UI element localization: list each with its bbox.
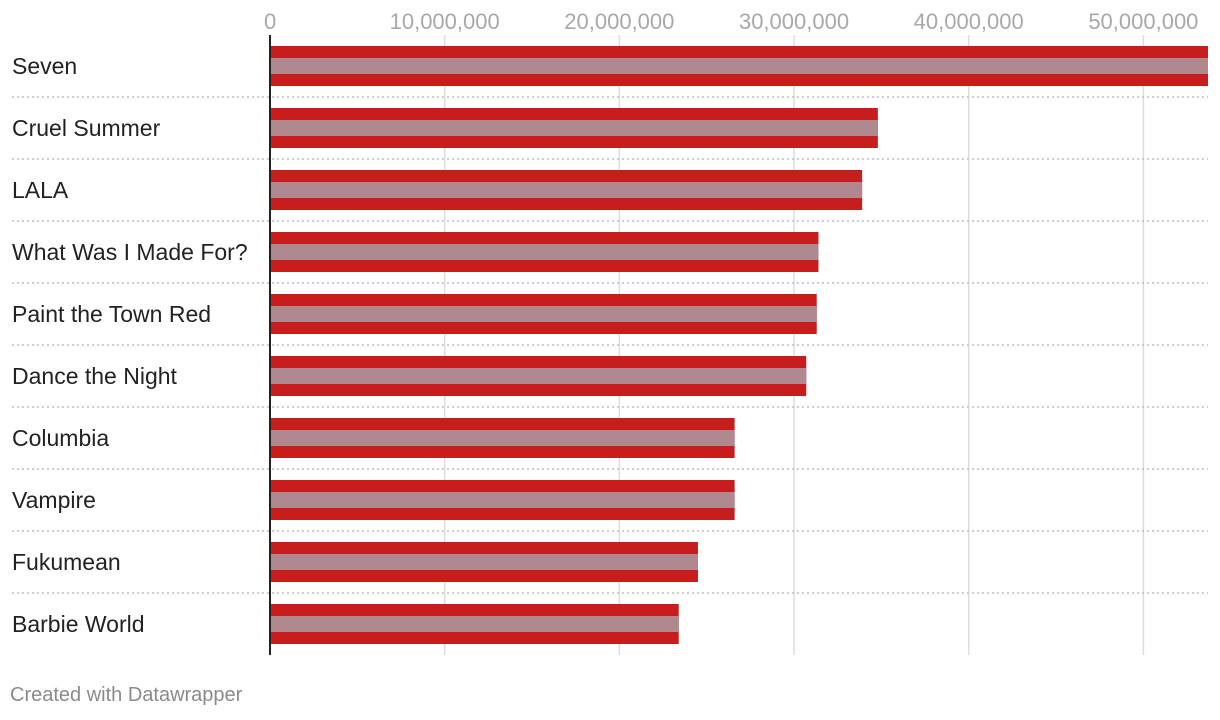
bar-7	[270, 418, 735, 458]
bar-2	[270, 108, 878, 148]
category-label-3: LALA	[12, 177, 69, 203]
bar-5	[270, 294, 817, 334]
category-label-2: Cruel Summer	[12, 115, 161, 141]
bar-inner-6	[270, 368, 807, 384]
x-tick-label-3: 30,000,000	[739, 9, 849, 34]
bar-inner-5	[270, 306, 817, 322]
category-label-9: Fukumean	[12, 549, 121, 575]
category-label-6: Dance the Night	[12, 363, 178, 389]
bar-1	[270, 46, 1208, 86]
bar-8	[270, 480, 735, 520]
x-tick-label-2: 20,000,000	[564, 9, 674, 34]
bar-inner-1	[270, 58, 1208, 74]
bar-10	[270, 604, 679, 644]
category-label-10: Barbie World	[12, 611, 145, 637]
bar-inner-7	[270, 430, 735, 446]
category-label-1: Seven	[12, 53, 77, 79]
x-tick-label-4: 40,000,000	[914, 9, 1024, 34]
x-tick-label-1: 10,000,000	[390, 9, 500, 34]
x-tick-label-5: 50,000,000	[1088, 9, 1198, 34]
category-label-7: Columbia	[12, 425, 109, 451]
category-label-8: Vampire	[12, 487, 96, 513]
bar-inner-2	[270, 120, 878, 136]
bar-inner-4	[270, 244, 819, 260]
bar-inner-10	[270, 616, 679, 632]
category-label-4: What Was I Made For?	[12, 239, 248, 265]
bar-3	[270, 170, 863, 210]
bar-inner-3	[270, 182, 863, 198]
datawrapper-credit: Created with Datawrapper	[10, 684, 243, 706]
x-tick-label-0: 0	[264, 9, 276, 34]
bar-inner-9	[270, 554, 698, 570]
bar-9	[270, 542, 698, 582]
bar-6	[270, 356, 807, 396]
bar-inner-8	[270, 492, 735, 508]
bar-4	[270, 232, 819, 272]
bar-chart: 0 10,000,000 20,000,000 30,000,000 40,000,00…	[12, 9, 1208, 655]
category-label-5: Paint the Town Red	[12, 301, 211, 327]
